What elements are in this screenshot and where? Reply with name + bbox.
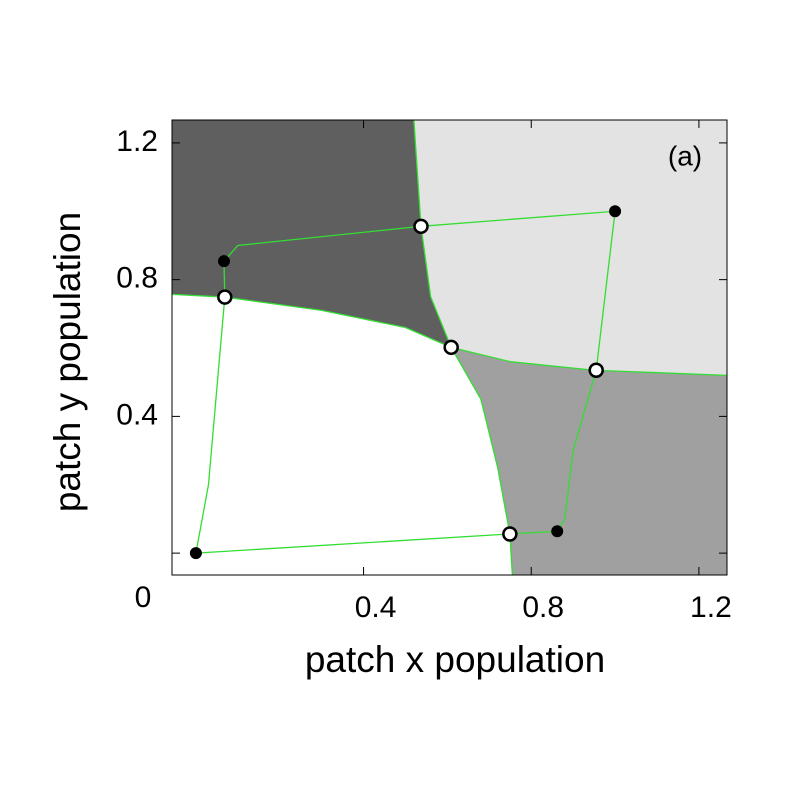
stable-point <box>189 547 202 560</box>
x-tick-label: 1.2 <box>690 591 732 624</box>
unstable-point <box>588 362 604 378</box>
stable-point <box>609 205 622 218</box>
y-tick-label: 0 <box>135 581 152 614</box>
y-tick-label: 0.4 <box>116 398 158 431</box>
trajectory-line <box>172 293 727 377</box>
basin-region <box>172 120 452 348</box>
basin-region <box>413 120 727 376</box>
stable-point <box>217 255 230 268</box>
y-tick-label: 1.2 <box>116 125 158 158</box>
y-axis-label: patch y population <box>47 212 88 512</box>
y-tick-label: 0.8 <box>116 262 158 295</box>
trajectory-line <box>413 120 514 575</box>
x-axis-label: patch x population <box>305 639 605 680</box>
stable-point <box>551 525 564 538</box>
plot-frame <box>171 119 728 576</box>
unstable-point <box>413 218 429 235</box>
unstable-point <box>502 526 518 542</box>
basin-region <box>451 347 727 575</box>
panel-label: (a) <box>668 140 702 171</box>
x-tick-label: 0.8 <box>522 591 564 624</box>
x-tick-label: 0.4 <box>355 591 397 624</box>
plot-area <box>172 120 727 575</box>
unstable-point <box>217 289 233 305</box>
unstable-point <box>443 339 459 356</box>
